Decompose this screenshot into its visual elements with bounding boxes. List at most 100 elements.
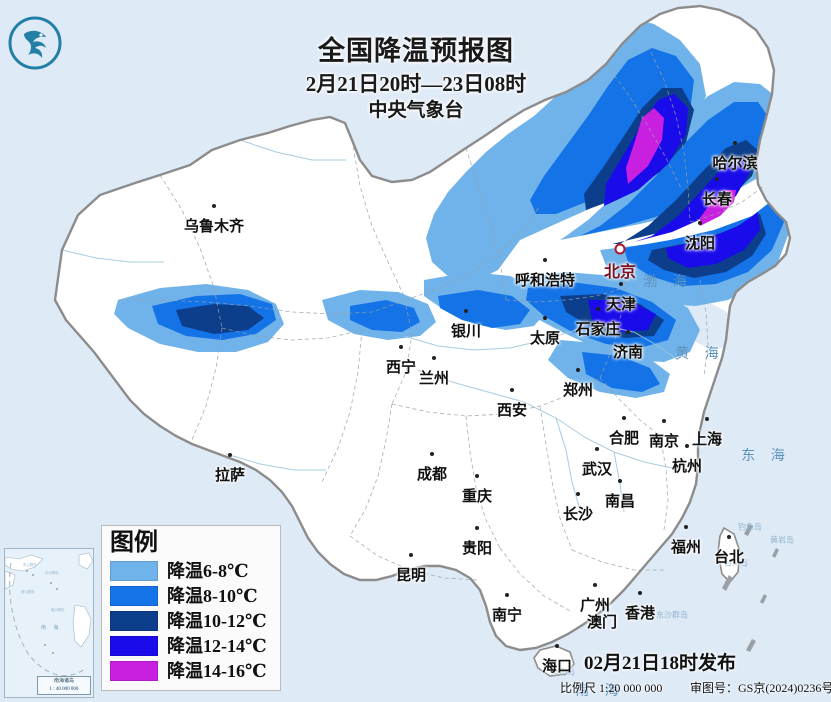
- city-marker: [626, 330, 630, 334]
- city-label: 成都: [416, 467, 448, 483]
- map-title: 全国降温预报图: [318, 36, 514, 66]
- city-marker: [576, 492, 580, 496]
- city-label: 石家庄: [575, 322, 621, 338]
- city-label: 贵阳: [461, 541, 493, 557]
- city-label: 乌鲁木齐: [183, 219, 245, 235]
- city-marker: [409, 553, 413, 557]
- city-label: 武汉: [581, 462, 613, 478]
- sea-label: 黄 海: [675, 347, 725, 362]
- legend-label: 降温8-10℃: [167, 585, 258, 606]
- geo-annotation: 台湾岛: [724, 558, 748, 568]
- city-label: 澳门: [586, 615, 618, 631]
- city-label: 南昌: [604, 494, 636, 510]
- geo-annotation: 钓鱼岛: [738, 522, 762, 532]
- city-label: 台北: [713, 550, 745, 566]
- inset-scale-box: 南海诸岛 1 : 40 000 000: [37, 676, 91, 695]
- city-label: 福州: [670, 540, 702, 556]
- city-label: 北京: [603, 264, 637, 281]
- legend-swatch: [110, 635, 158, 656]
- sea-label: 渤 海: [643, 275, 693, 290]
- city-label: 天津: [605, 297, 637, 313]
- city-label: 杭州: [671, 459, 703, 475]
- city-label: 西安: [496, 403, 528, 419]
- city-marker: [638, 591, 642, 595]
- legend-label: 降温6-8℃: [167, 560, 249, 581]
- city-marker: [432, 356, 436, 360]
- city-marker: [619, 282, 623, 286]
- forecast-period: 2月21日20时—23日08时: [305, 71, 527, 96]
- svg-text:南 海: 南 海: [41, 624, 61, 631]
- inset-scale-value: 1 : 40 000 000: [49, 686, 79, 692]
- inset-name: 南海诸岛: [53, 679, 74, 684]
- city-label: 西宁: [385, 360, 417, 376]
- legend-item: 降温10-12℃: [110, 608, 272, 633]
- city-label: 香港: [624, 606, 656, 622]
- capital-marker: [614, 243, 626, 255]
- city-label: 长沙: [562, 507, 594, 523]
- city-label: 拉萨: [214, 468, 246, 484]
- city-label: 银川: [450, 324, 482, 340]
- city-label: 上海: [691, 432, 723, 448]
- legend-swatch: [110, 660, 158, 681]
- geo-annotation: 海南岛: [551, 667, 575, 677]
- city-label: 重庆: [461, 489, 493, 505]
- svg-text:东沙群岛: 东沙群岛: [23, 562, 37, 567]
- city-label: 南京: [648, 434, 680, 450]
- city-label: 合肥: [608, 431, 640, 447]
- city-marker: [595, 447, 599, 451]
- city-marker: [662, 419, 666, 423]
- city-marker: [576, 368, 580, 372]
- city-marker: [600, 600, 604, 604]
- geo-annotation: 黄岩岛: [770, 535, 794, 545]
- city-label: 哈尔滨: [712, 156, 758, 172]
- city-marker: [505, 593, 509, 597]
- map-title-block: 全国降温预报图 2月21日20时—23日08时 中央气象台: [246, 36, 586, 124]
- city-label: 广州: [579, 598, 611, 614]
- city-marker: [733, 141, 737, 145]
- city-label: 海口: [541, 659, 573, 675]
- city-marker: [430, 452, 434, 456]
- legend-box: 图例 降温6-8℃ 降温8-10℃ 降温10-12℃ 降温12-14℃ 降温14-16℃: [101, 525, 281, 692]
- city-label: 太原: [529, 331, 561, 347]
- city-marker: [593, 583, 597, 587]
- city-marker: [475, 474, 479, 478]
- city-marker: [475, 526, 479, 530]
- city-marker: [685, 444, 689, 448]
- city-marker: [622, 416, 626, 420]
- svg-text:中沙群岛: 中沙群岛: [45, 570, 59, 575]
- city-label: 郑州: [562, 383, 594, 399]
- map-scale: 比例尺 1:20 000 000: [560, 681, 663, 695]
- city-label: 昆明: [395, 568, 427, 584]
- city-label: 呼和浩特: [514, 273, 576, 289]
- legend-title: 图例: [110, 530, 158, 556]
- legend-label: 降温14-16℃: [167, 660, 267, 681]
- city-marker: [698, 221, 702, 225]
- sea-label: 东 海: [741, 449, 791, 464]
- city-marker: [555, 644, 559, 648]
- release-time: 02月21日18时发布: [583, 653, 737, 674]
- city-marker: [727, 535, 731, 539]
- cma-dragon-logo-icon: [8, 16, 62, 70]
- issuing-agency: 中央气象台: [368, 100, 464, 122]
- city-label: 兰州: [418, 371, 450, 387]
- city-marker: [715, 177, 719, 181]
- legend-item: 降温8-10℃: [110, 583, 272, 608]
- map-approval-number: 审图号：GS京(2024)0236号: [690, 681, 831, 695]
- legend-item: 降温14-16℃: [110, 658, 272, 683]
- city-marker: [596, 307, 600, 311]
- legend-swatch: [110, 585, 158, 606]
- city-marker: [464, 309, 468, 313]
- sea-label: 南 海: [575, 684, 625, 699]
- legend-swatch: [110, 560, 158, 581]
- city-label: 济南: [612, 345, 644, 361]
- svg-text:南沙群岛: 南沙群岛: [51, 607, 65, 612]
- city-marker: [705, 417, 709, 421]
- city-marker: [399, 345, 403, 349]
- legend-label: 降温12-14℃: [167, 635, 267, 656]
- legend-item: 降温6-8℃: [110, 558, 272, 583]
- city-marker: [684, 525, 688, 529]
- city-label: 长春: [701, 192, 733, 208]
- city-marker: [543, 258, 547, 262]
- city-marker: [543, 316, 547, 320]
